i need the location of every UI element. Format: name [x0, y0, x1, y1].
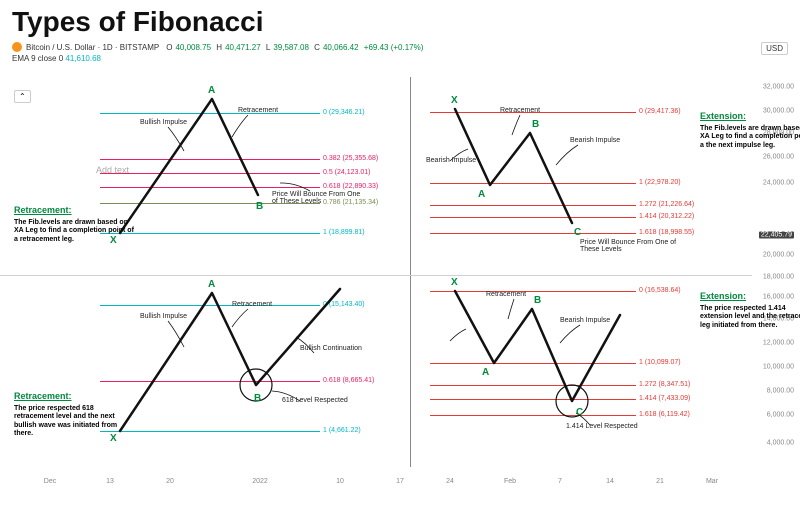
ytick: 16,000.00 — [763, 294, 794, 301]
ytick: 32,000.00 — [763, 84, 794, 91]
ytick: 8,000.00 — [767, 388, 794, 395]
ytick: 26,000.00 — [763, 154, 794, 161]
expand-button[interactable]: ⌃ — [14, 90, 31, 103]
ytick: 18,000.00 — [763, 274, 794, 281]
ticker-text: Bitcoin / U.S. Dollar · 1D · BITSTAMP — [26, 43, 159, 52]
xtick: 17 — [396, 478, 404, 485]
chart-canvas: 32,000.0030,000.0028,000.0026,000.0024,0… — [0, 65, 800, 485]
pattern-path — [0, 65, 760, 475]
ticker-bar: Bitcoin / U.S. Dollar · 1D · BITSTAMP O4… — [0, 42, 800, 54]
section-label: Extension: — [700, 291, 746, 301]
xtick: 10 — [336, 478, 344, 485]
annotation: Bearish Impulse — [560, 317, 610, 324]
ohlc: O40,008.75 H40,471.27 L39,587.08 C40,066… — [163, 43, 423, 52]
ytick: 24,000.00 — [763, 180, 794, 187]
ytick: 6,000.00 — [767, 412, 794, 419]
xtick: Feb — [504, 478, 516, 485]
xtick: 2022 — [252, 478, 268, 485]
xtick: 7 — [558, 478, 562, 485]
page-title: Types of Fibonacci — [0, 0, 800, 42]
ytick: 10,000.00 — [763, 364, 794, 371]
ytick: 4,000.00 — [767, 440, 794, 447]
xtick: 20 — [166, 478, 174, 485]
ytick: 20,000.00 — [763, 252, 794, 259]
desc-box: The price respected 1.414 extension leve… — [700, 305, 800, 330]
ytick-current: 22,405.79 — [759, 232, 794, 239]
point-X: X — [451, 277, 458, 288]
point-C: C — [576, 407, 583, 418]
annotation: Retracement — [486, 291, 526, 298]
ema-line: EMA 9 close 0 41,610.68 — [0, 54, 800, 65]
ytick: 30,000.00 — [763, 108, 794, 115]
xtick: 14 — [606, 478, 614, 485]
xtick: 24 — [446, 478, 454, 485]
currency-badge[interactable]: USD — [761, 42, 788, 55]
xtick: 21 — [656, 478, 664, 485]
xtick: Dec — [44, 478, 56, 485]
point-A: A — [482, 367, 489, 378]
xtick: Mar — [706, 478, 718, 485]
xtick: 13 — [106, 478, 114, 485]
point-B: B — [534, 295, 541, 306]
ytick: 12,000.00 — [763, 340, 794, 347]
annotation: 1.414 Level Respected — [566, 423, 638, 430]
btc-icon — [12, 42, 22, 52]
